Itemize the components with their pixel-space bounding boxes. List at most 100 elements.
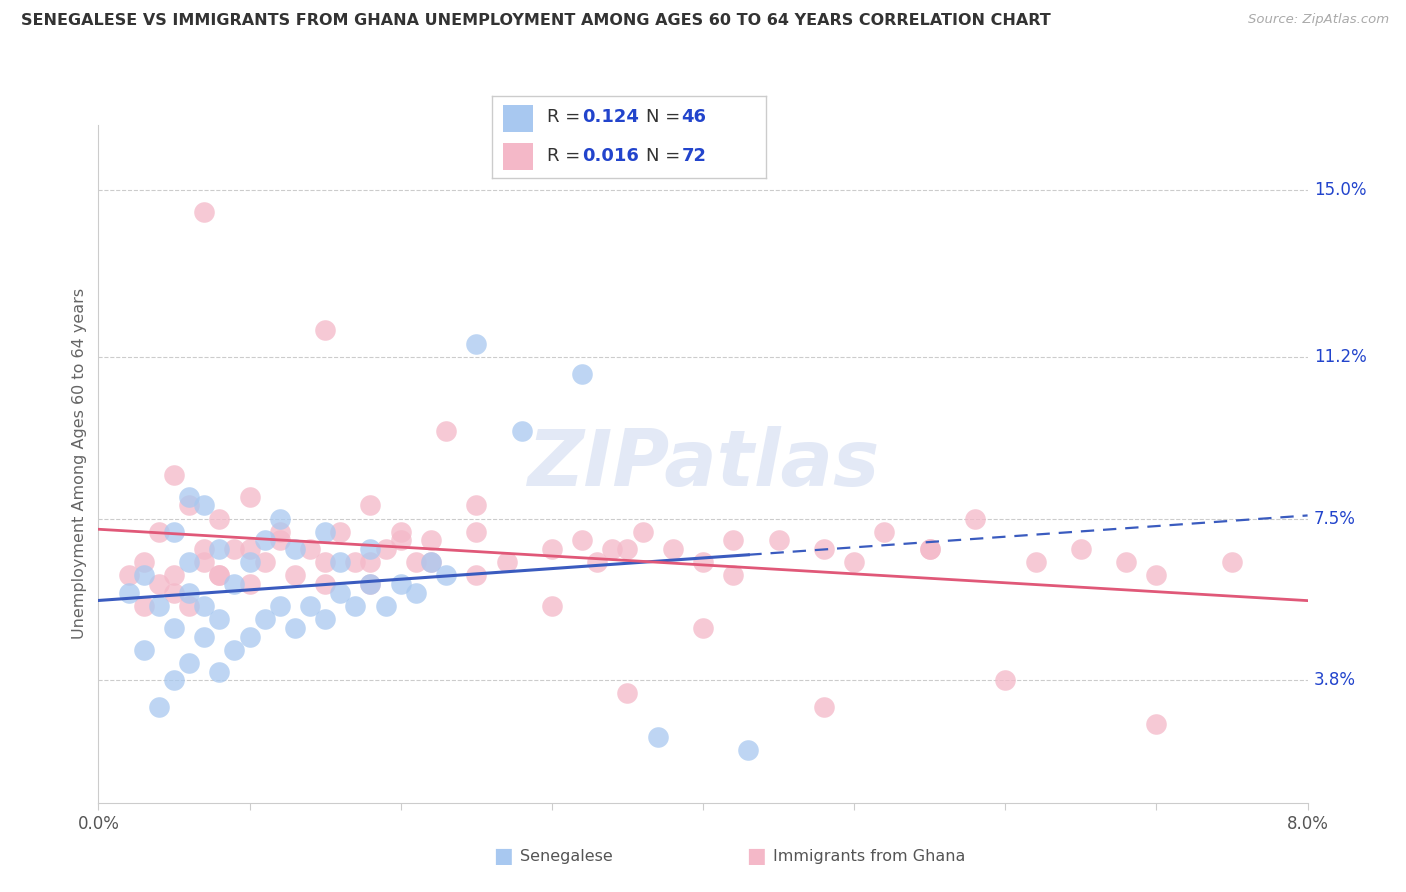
Text: 11.2%: 11.2%	[1313, 348, 1367, 366]
Point	[737, 743, 759, 757]
Text: 15.0%: 15.0%	[1313, 181, 1367, 200]
Point	[299, 599, 322, 613]
Bar	[503, 143, 533, 170]
Point	[224, 577, 246, 591]
Point	[269, 524, 291, 539]
Point	[329, 524, 352, 539]
Point	[208, 612, 231, 626]
Point	[510, 424, 533, 438]
Text: R =: R =	[547, 147, 586, 165]
Point	[329, 586, 352, 600]
Point	[314, 323, 336, 337]
Point	[419, 555, 441, 569]
Point	[193, 555, 215, 569]
Point	[163, 621, 186, 635]
Point	[419, 555, 441, 569]
Point	[647, 730, 669, 744]
Point	[692, 555, 714, 569]
Point	[389, 524, 412, 539]
Text: Source: ZipAtlas.com: Source: ZipAtlas.com	[1249, 13, 1389, 27]
Point	[179, 499, 201, 513]
Point	[918, 542, 941, 557]
Point	[631, 524, 654, 539]
Point	[314, 612, 336, 626]
Text: 7.5%: 7.5%	[1313, 509, 1355, 527]
Point	[253, 555, 276, 569]
Point	[179, 490, 201, 504]
Point	[132, 555, 155, 569]
Point	[359, 542, 381, 557]
Point	[602, 542, 624, 557]
Bar	[503, 104, 533, 132]
Point	[253, 533, 276, 548]
Point	[208, 568, 231, 582]
Point	[329, 555, 352, 569]
Point	[692, 621, 714, 635]
Point	[434, 568, 457, 582]
Point	[118, 586, 141, 600]
Point	[179, 555, 201, 569]
Point	[873, 524, 896, 539]
Point	[239, 490, 262, 504]
Point	[179, 586, 201, 600]
Point	[540, 599, 562, 613]
Point	[314, 577, 336, 591]
Text: Senegalese: Senegalese	[520, 849, 613, 863]
Point	[965, 511, 987, 525]
Text: 72: 72	[682, 147, 706, 165]
Point	[1024, 555, 1046, 569]
Point	[148, 577, 170, 591]
Point	[193, 499, 215, 513]
Point	[389, 577, 412, 591]
Point	[1220, 555, 1243, 569]
Point	[253, 612, 276, 626]
Point	[269, 511, 291, 525]
Point	[813, 542, 835, 557]
Point	[224, 542, 246, 557]
Point	[314, 555, 336, 569]
Point	[813, 699, 835, 714]
Point	[132, 599, 155, 613]
Point	[994, 673, 1017, 688]
Y-axis label: Unemployment Among Ages 60 to 64 years: Unemployment Among Ages 60 to 64 years	[72, 288, 87, 640]
Point	[193, 205, 215, 219]
Point	[148, 524, 170, 539]
Point	[1144, 568, 1167, 582]
Text: 0.124: 0.124	[582, 108, 640, 126]
Point	[224, 642, 246, 657]
Point	[299, 542, 322, 557]
Point	[661, 542, 683, 557]
Text: ZIPatlas: ZIPatlas	[527, 425, 879, 502]
Text: ■: ■	[747, 847, 766, 866]
Point	[540, 542, 562, 557]
Point	[571, 533, 593, 548]
Point	[239, 555, 262, 569]
Point	[723, 533, 745, 548]
Point	[434, 424, 457, 438]
Text: R =: R =	[547, 108, 586, 126]
Point	[163, 586, 186, 600]
Point	[616, 686, 638, 700]
Point	[118, 568, 141, 582]
Point	[918, 542, 941, 557]
Point	[768, 533, 790, 548]
Point	[269, 533, 291, 548]
Point	[571, 367, 593, 381]
Point	[844, 555, 866, 569]
Point	[1070, 542, 1092, 557]
Point	[179, 656, 201, 670]
Point	[148, 699, 170, 714]
Point	[616, 542, 638, 557]
Point	[239, 542, 262, 557]
Point	[465, 568, 488, 582]
Point	[284, 568, 307, 582]
Point	[359, 499, 381, 513]
Point	[132, 642, 155, 657]
Point	[314, 524, 336, 539]
Point	[405, 555, 427, 569]
Point	[1115, 555, 1137, 569]
Point	[495, 555, 517, 569]
Point	[163, 467, 186, 482]
Point	[723, 568, 745, 582]
Text: 3.8%: 3.8%	[1313, 672, 1355, 690]
